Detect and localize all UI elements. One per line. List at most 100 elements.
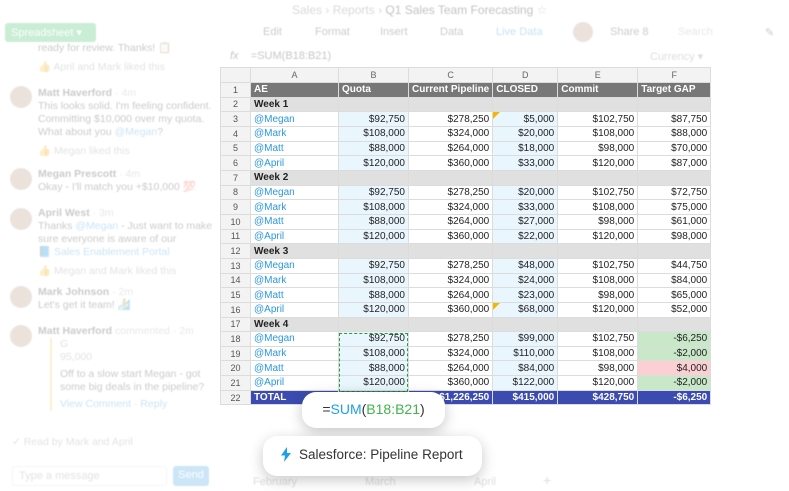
cell[interactable]: $88,000 — [338, 140, 409, 157]
cell[interactable] — [492, 316, 559, 333]
header-cell[interactable]: Current Pipeline — [407, 82, 494, 98]
cell[interactable]: $102,750 — [557, 184, 639, 201]
cell[interactable]: $120,000 — [338, 228, 409, 245]
cell[interactable]: $360,000 — [407, 228, 494, 245]
cell[interactable]: $20,000 — [492, 184, 559, 201]
cell[interactable]: $22,000 — [492, 228, 559, 245]
ae-mention[interactable]: @April — [250, 375, 339, 391]
cell[interactable]: $92,750 — [338, 184, 409, 201]
cell[interactable]: $108,000 — [338, 199, 409, 215]
cell[interactable]: $84,000 — [492, 360, 559, 377]
user-avatar[interactable] — [573, 22, 593, 42]
cell[interactable]: $324,000 — [407, 125, 494, 142]
cell[interactable]: $120,000 — [557, 301, 639, 318]
cell[interactable]: $99,000 — [492, 331, 559, 347]
ae-mention[interactable]: @Mark — [250, 272, 339, 289]
row-number[interactable]: 4 — [220, 125, 251, 142]
cell[interactable]: $88,000 — [637, 125, 712, 142]
cell[interactable]: $68,000 — [492, 301, 559, 318]
cell[interactable]: $278,250 — [407, 257, 494, 274]
row-number[interactable]: 21 — [220, 375, 251, 391]
cell[interactable] — [338, 96, 409, 113]
ae-mention[interactable]: @Mark — [250, 345, 339, 362]
cell[interactable]: $110,000 — [492, 345, 559, 362]
add-sheet-button[interactable]: + — [543, 472, 552, 488]
cell[interactable]: -$2,000 — [637, 375, 712, 391]
cell[interactable]: $4,000 — [637, 360, 712, 377]
cell[interactable]: $98,000 — [557, 360, 639, 377]
live-data-menu[interactable]: Live Data — [496, 26, 543, 38]
cell[interactable]: $278,250 — [407, 184, 494, 201]
row-number[interactable]: 15 — [220, 287, 251, 303]
cell[interactable] — [557, 243, 639, 259]
cell[interactable]: $360,000 — [407, 155, 494, 171]
cell[interactable]: $92,750 — [338, 111, 409, 127]
cell[interactable] — [407, 96, 494, 113]
cell[interactable] — [637, 316, 712, 333]
cell[interactable] — [407, 169, 494, 186]
cell[interactable]: $102,750 — [557, 111, 639, 127]
cell[interactable]: $360,000 — [407, 301, 494, 318]
sheet-tab-april[interactable]: April — [474, 476, 497, 488]
cell[interactable] — [407, 243, 494, 259]
cell[interactable]: $120,000 — [338, 375, 409, 391]
total-cell[interactable]: $428,750 — [557, 389, 639, 406]
cell[interactable] — [338, 169, 409, 186]
column-header-E[interactable]: E — [557, 67, 639, 83]
week-label[interactable]: Week 2 — [250, 169, 339, 186]
total-cell[interactable]: -$6,250 — [637, 389, 712, 406]
cell[interactable] — [557, 169, 639, 186]
cell[interactable]: $98,000 — [557, 213, 639, 230]
cell[interactable]: $33,000 — [492, 155, 559, 171]
total-cell[interactable]: $415,000 — [492, 389, 559, 406]
cell[interactable]: $108,000 — [557, 272, 639, 289]
cell[interactable]: $98,000 — [637, 228, 712, 245]
cell[interactable] — [637, 169, 712, 186]
header-cell[interactable]: CLOSED — [492, 82, 559, 98]
row-number[interactable]: 13 — [220, 257, 251, 274]
formula-bar[interactable]: fx =SUM(B18:B21) — [230, 50, 331, 62]
format-menu[interactable]: Format — [315, 26, 350, 38]
ae-mention[interactable]: @Megan — [250, 257, 339, 274]
row-number[interactable]: 3 — [220, 111, 251, 127]
cell[interactable]: $264,000 — [407, 140, 494, 157]
cell[interactable]: $61,000 — [637, 213, 712, 230]
spreadsheet-grid[interactable]: A B C D E F 1 AE Quota Current Pipeline CLOSED Comm… — [220, 67, 712, 406]
cell[interactable]: $20,000 — [492, 125, 559, 142]
row-number[interactable]: 18 — [220, 331, 251, 347]
cell[interactable]: $92,750 — [338, 257, 409, 274]
row-number[interactable]: 19 — [220, 345, 251, 362]
cell[interactable]: $102,750 — [557, 331, 639, 347]
cell[interactable]: $108,000 — [338, 345, 409, 362]
cell[interactable]: $88,000 — [338, 213, 409, 230]
ae-mention[interactable]: @Matt — [250, 360, 339, 377]
cell[interactable]: $5,000 — [492, 111, 559, 127]
cell[interactable]: $23,000 — [492, 287, 559, 303]
cell[interactable]: $120,000 — [557, 375, 639, 391]
cell[interactable]: $27,000 — [492, 213, 559, 230]
ae-mention[interactable]: @Matt — [250, 287, 339, 303]
cell[interactable]: $120,000 — [338, 155, 409, 171]
ae-mention[interactable]: @April — [250, 228, 339, 245]
cell[interactable]: $88,000 — [338, 360, 409, 377]
cell[interactable] — [338, 316, 409, 333]
ae-mention[interactable]: @Matt — [250, 140, 339, 157]
insert-menu[interactable]: Insert — [380, 26, 408, 38]
cell[interactable]: $72,750 — [637, 184, 712, 201]
column-header-B[interactable]: B — [338, 67, 409, 83]
cell[interactable] — [492, 169, 559, 186]
header-cell[interactable]: Quota — [338, 82, 409, 98]
cell[interactable]: $324,000 — [407, 272, 494, 289]
row-number[interactable]: 11 — [220, 228, 251, 245]
cell[interactable]: $44,750 — [637, 257, 712, 274]
cell[interactable]: $278,250 — [407, 111, 494, 127]
column-header-D[interactable]: D — [492, 67, 559, 83]
ae-mention[interactable]: @Megan — [250, 331, 339, 347]
row-number[interactable]: 14 — [220, 272, 251, 289]
cell[interactable] — [492, 243, 559, 259]
cell[interactable] — [557, 96, 639, 113]
cell[interactable]: $264,000 — [407, 360, 494, 377]
cell[interactable]: $70,000 — [637, 140, 712, 157]
view-comment-link[interactable]: View Comment — [60, 398, 131, 410]
ae-mention[interactable]: @Matt — [250, 213, 339, 230]
